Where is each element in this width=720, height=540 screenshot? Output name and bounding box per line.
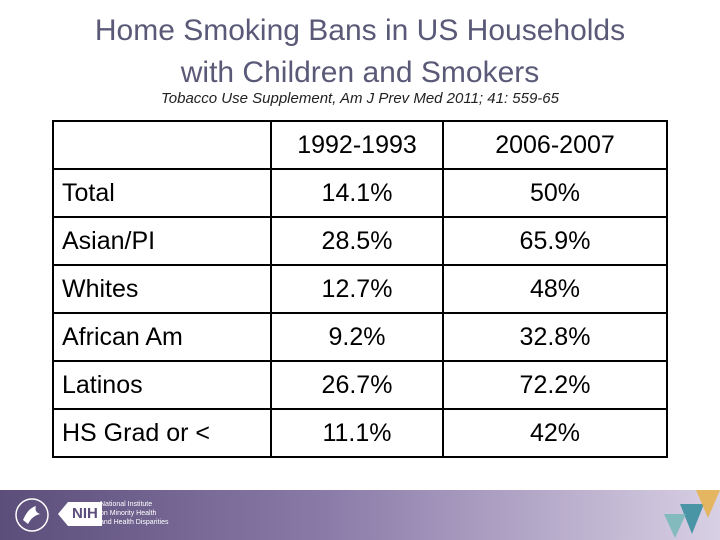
value-2006-2007: 48%	[442, 264, 668, 314]
value-1992-1993: 26.7%	[270, 360, 444, 410]
table-row: Asian/PI 28.5% 65.9%	[52, 216, 668, 266]
row-label: Total	[52, 168, 272, 218]
value-1992-1993: 11.1%	[270, 408, 444, 458]
row-label: African Am	[52, 312, 272, 362]
slide-subtitle: Tobacco Use Supplement, Am J Prev Med 20…	[160, 90, 559, 107]
institute-name: National Institute on Minority Health an…	[100, 500, 168, 527]
row-label: Asian/PI	[52, 216, 272, 266]
table-header-row: 1992-1993 2006-2007	[52, 120, 668, 170]
title-line-1: Home Smoking Bans in US Households	[94, 14, 626, 47]
value-2006-2007: 65.9%	[442, 216, 668, 266]
slide-title: Home Smoking Bans in US Households with …	[0, 10, 720, 94]
value-2006-2007: 50%	[442, 168, 668, 218]
decorative-triangles	[664, 490, 720, 538]
nih-logo: NIH	[58, 502, 102, 526]
table-row: Latinos 26.7% 72.2%	[52, 360, 668, 410]
table-row: African Am 9.2% 32.8%	[52, 312, 668, 362]
value-2006-2007: 32.8%	[442, 312, 668, 362]
value-1992-1993: 28.5%	[270, 216, 444, 266]
row-label: Latinos	[52, 360, 272, 410]
nih-mark: NIH	[68, 502, 102, 526]
hhs-eagle-icon	[15, 498, 49, 532]
header-2006-2007: 2006-2007	[442, 120, 668, 170]
header-empty-cell	[52, 120, 272, 170]
table-row: Whites 12.7% 48%	[52, 264, 668, 314]
footer-banner: NIH National Institute on Minority Healt…	[0, 490, 720, 540]
value-1992-1993: 14.1%	[270, 168, 444, 218]
value-1992-1993: 12.7%	[270, 264, 444, 314]
smoking-ban-table: 1992-1993 2006-2007 Total 14.1% 50% Asia…	[52, 120, 668, 458]
table-row: HS Grad or < 11.1% 42%	[52, 408, 668, 458]
title-line-2: with Children and Smokers	[180, 56, 540, 89]
nih-arrow-icon	[58, 502, 68, 526]
institute-line-1: National Institute	[100, 501, 153, 508]
institute-line-2: on Minority Health	[100, 510, 157, 517]
row-label: HS Grad or <	[52, 408, 272, 458]
value-1992-1993: 9.2%	[270, 312, 444, 362]
row-label: Whites	[52, 264, 272, 314]
table-row: Total 14.1% 50%	[52, 168, 668, 218]
institute-line-3: and Health Disparities	[100, 519, 169, 526]
value-2006-2007: 72.2%	[442, 360, 668, 410]
value-2006-2007: 42%	[442, 408, 668, 458]
header-1992-1993: 1992-1993	[270, 120, 444, 170]
